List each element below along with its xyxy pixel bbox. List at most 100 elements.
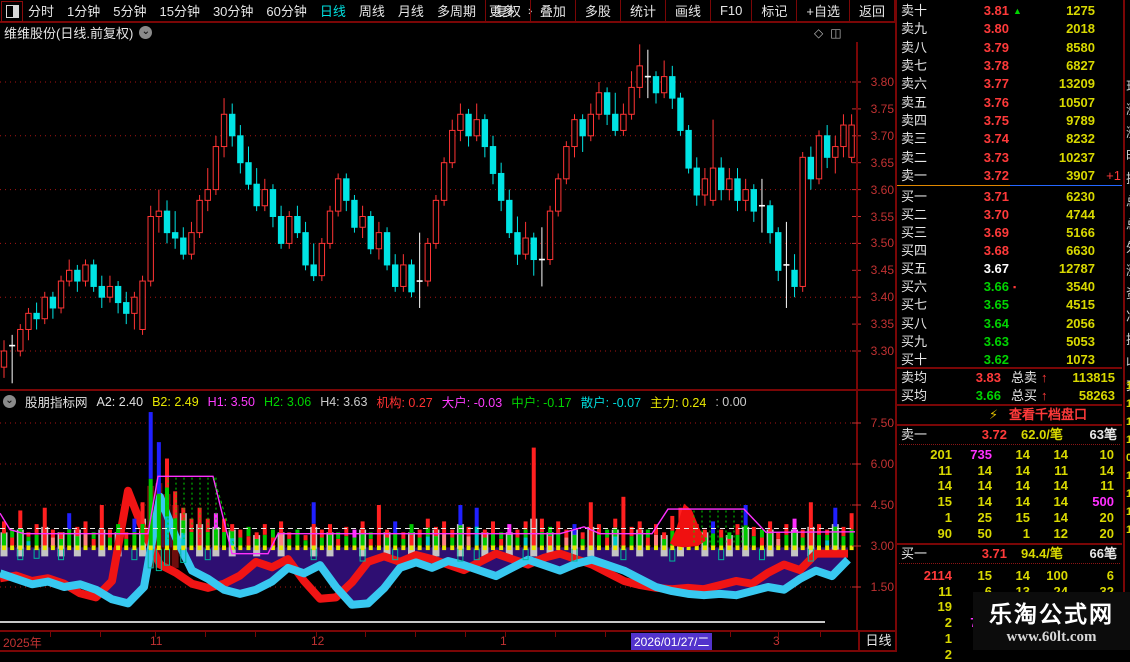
- level-price[interactable]: 3.64: [983, 315, 1009, 331]
- level-price[interactable]: 3.66: [983, 279, 1009, 295]
- level-volume: 3540: [1066, 279, 1095, 295]
- period-label-box[interactable]: 日线: [858, 632, 897, 650]
- bid-row[interactable]: 买一 3.71 6230: [897, 188, 1122, 206]
- period-menu-item[interactable]: 15分钟: [159, 4, 200, 19]
- bid-row[interactable]: 买五 3.67 12787: [897, 260, 1122, 278]
- level-volume: 2056: [1066, 315, 1095, 331]
- view-full-depth-button[interactable]: ⚡ 查看千档盘口: [897, 406, 1122, 424]
- up-arrow-icon: ▲: [1013, 6, 1022, 16]
- level-price[interactable]: 3.73: [983, 149, 1009, 165]
- ask-row[interactable]: 卖五 3.76 10507: [897, 94, 1122, 112]
- bid-row[interactable]: 买六 3.66 ▪ 3540: [897, 278, 1122, 296]
- window-layout-button[interactable]: [1, 1, 23, 22]
- level-price[interactable]: 3.65: [983, 297, 1009, 313]
- level-volume: 13209: [1058, 76, 1095, 92]
- level-price[interactable]: 3.80: [983, 21, 1009, 37]
- bid-row[interactable]: 买十 3.62 1073: [897, 351, 1122, 369]
- level-price[interactable]: 3.68: [983, 242, 1009, 258]
- period-menu-item[interactable]: 周线: [358, 4, 385, 19]
- clipped-glyph: 现: [1126, 76, 1130, 95]
- view-full-depth-label: 查看千档盘口: [1009, 407, 1088, 422]
- bid-row[interactable]: 买二 3.70 4744: [897, 206, 1122, 224]
- level-price[interactable]: 3.74: [983, 131, 1009, 147]
- date-tick: [730, 632, 731, 637]
- ask-row[interactable]: 卖九 3.80 2018: [897, 20, 1122, 38]
- date-label: 2025年: [3, 636, 42, 650]
- queue-order-size: 14: [1053, 494, 1068, 510]
- chevron-down-icon[interactable]: ⌄: [139, 25, 153, 39]
- action-menu-item[interactable]: 返回: [850, 0, 895, 21]
- date-label: 3: [773, 634, 780, 648]
- indicator-value: H1: 3.50: [207, 394, 255, 409]
- action-menu-item[interactable]: 叠加: [531, 0, 576, 21]
- split-square-icon: [6, 5, 19, 18]
- up-arrow-icon: ↑: [1041, 370, 1048, 385]
- bid-row[interactable]: 买八 3.64 2056: [897, 315, 1122, 333]
- titlebar: 维维股份(日线.前复权) ⌄: [4, 24, 854, 41]
- action-menu-item[interactable]: 标记: [752, 0, 798, 21]
- action-menu-item[interactable]: F10: [711, 0, 753, 21]
- ask-row[interactable]: 卖八 3.79 8580: [897, 39, 1122, 57]
- level-price[interactable]: 3.69: [983, 224, 1009, 240]
- period-menu-item[interactable]: 日线: [319, 4, 346, 19]
- volume-delta: +1: [1106, 168, 1121, 184]
- ask-row[interactable]: 卖十 3.81 ▲ 1275: [897, 2, 1122, 20]
- level-volume: 4744: [1066, 206, 1095, 222]
- queue-price: 3.72: [981, 427, 1007, 442]
- ask-row[interactable]: 卖七 3.78 6827: [897, 57, 1122, 75]
- level-price[interactable]: 3.77: [983, 76, 1009, 92]
- ask-row[interactable]: 卖三 3.74 8232: [897, 130, 1122, 148]
- ask-row[interactable]: 卖四 3.75 9789: [897, 112, 1122, 130]
- bid-row[interactable]: 买七 3.65 4515: [897, 296, 1122, 314]
- period-menu-item[interactable]: 月线: [397, 4, 424, 19]
- action-menu-item[interactable]: 多股: [576, 0, 621, 21]
- level-volume: 12787: [1058, 261, 1095, 277]
- ask-row[interactable]: 卖六 3.77 13209: [897, 75, 1122, 93]
- queue-order-size: 14: [1015, 447, 1030, 462]
- bid-row[interactable]: 买三 3.69 5166: [897, 224, 1122, 242]
- indicator-collapse-icon[interactable]: ⌄: [3, 395, 16, 408]
- panel-divider-left: [895, 0, 897, 650]
- level-label: 卖二: [901, 149, 928, 165]
- queue-order-size: 14: [937, 478, 952, 494]
- level-price[interactable]: 3.70: [983, 206, 1009, 222]
- level-price[interactable]: 3.62: [983, 351, 1009, 367]
- period-menu-item[interactable]: 5分钟: [113, 4, 147, 19]
- queue-order-size: 201: [930, 447, 952, 462]
- level-price[interactable]: 3.79: [983, 39, 1009, 55]
- chart-region[interactable]: [0, 0, 897, 650]
- action-menu-item[interactable]: +自选: [797, 0, 850, 21]
- period-menu-item[interactable]: 60分钟: [266, 4, 307, 19]
- level-price[interactable]: 3.71: [983, 188, 1009, 204]
- bid-row[interactable]: 买九 3.63 5053: [897, 333, 1122, 351]
- date-tick: [255, 632, 256, 637]
- level-price[interactable]: 3.63: [983, 333, 1009, 349]
- level-price[interactable]: 3.67: [983, 261, 1009, 277]
- price-axis-label: 3.30: [870, 344, 894, 358]
- period-menu-item[interactable]: 更多: [488, 4, 515, 19]
- date-tick: [100, 632, 101, 637]
- period-menu-item[interactable]: 分时: [28, 4, 55, 19]
- bid-row[interactable]: 买四 3.68 6630: [897, 242, 1122, 260]
- clipped-digit: 1: [1126, 434, 1130, 446]
- level-label: 卖三: [901, 131, 928, 147]
- level-price[interactable]: 3.72: [983, 168, 1009, 184]
- period-menu-item[interactable]: 1分钟: [67, 4, 101, 19]
- level-price[interactable]: 3.76: [983, 94, 1009, 110]
- ask-row[interactable]: 卖二 3.73 10237: [897, 149, 1122, 167]
- clipped-digit: 1: [1126, 506, 1130, 518]
- level-price[interactable]: 3.78: [983, 58, 1009, 74]
- level-price[interactable]: 3.81: [983, 3, 1009, 18]
- period-label: 日线: [865, 633, 892, 648]
- chart-corner-icons[interactable]: ◇◫: [814, 26, 849, 40]
- queue-order-size: 500: [1092, 494, 1114, 510]
- level-price[interactable]: 3.75: [983, 113, 1009, 129]
- date-tick: [555, 632, 556, 637]
- action-menu-item[interactable]: 复权: [486, 0, 531, 21]
- price-and-indicator-canvas[interactable]: [0, 0, 897, 650]
- period-menu-item[interactable]: 多周期: [436, 4, 476, 19]
- ask-row[interactable]: 卖一 3.72 3907 +1: [897, 167, 1122, 185]
- action-menu-item[interactable]: 统计: [621, 0, 666, 21]
- period-menu-item[interactable]: 30分钟: [212, 4, 254, 19]
- action-menu-item[interactable]: 画线: [666, 0, 711, 21]
